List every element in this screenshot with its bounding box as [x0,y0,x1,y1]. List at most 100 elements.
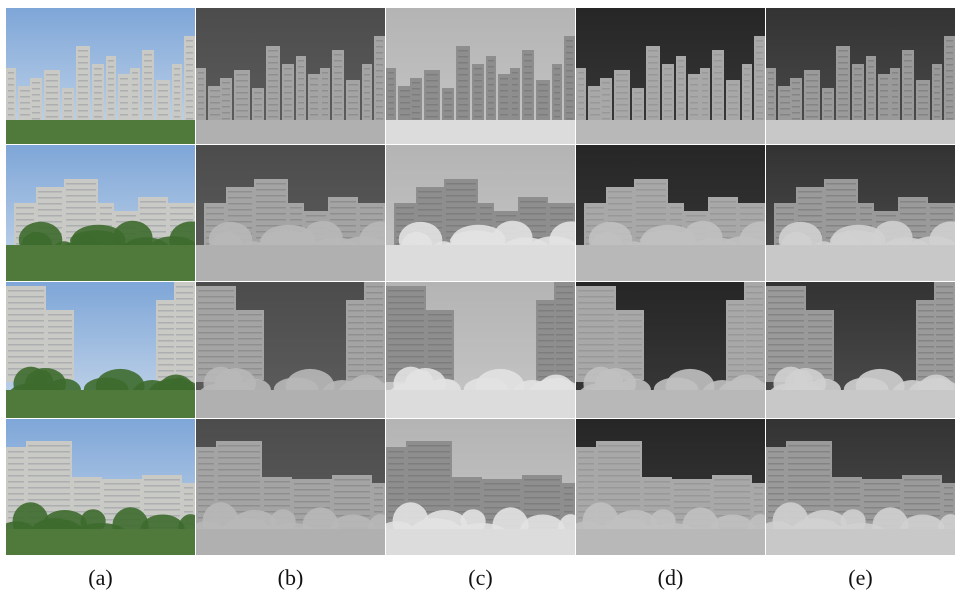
window-row [78,80,88,82]
window-row [578,350,614,352]
window-row [210,90,220,92]
window-row [714,497,750,499]
window-row [512,96,518,98]
window-row [854,74,862,76]
window-row [598,463,640,465]
window-row [454,487,480,489]
window-row [702,84,708,86]
window-row [400,96,410,98]
window-row [636,201,666,203]
window-row [768,102,774,104]
window-row [176,310,193,312]
window-row [480,207,492,209]
window-row [366,346,383,348]
window-row [32,106,40,108]
window-row [564,493,573,495]
window-row [66,189,96,191]
window-row [714,72,722,74]
window-row [746,364,763,366]
window-row [634,116,642,118]
window-row [46,92,58,94]
window-row [108,114,114,116]
window-row [298,66,304,68]
window-row [8,332,44,334]
window-row [198,469,214,471]
window-row [8,108,14,110]
window-row [334,84,342,86]
window-row [602,106,610,108]
window-row [512,102,518,104]
window-row [376,76,383,78]
window-row [674,483,710,485]
window-row [298,78,304,80]
window-row [144,72,152,74]
window-row [670,207,682,209]
window-row [946,118,953,120]
window-row [222,82,230,84]
window-row [934,98,940,100]
window-row [374,499,383,501]
window-row [236,98,248,100]
window-row [648,50,658,52]
window-row [670,213,682,215]
page: (a)(b)(c)(d)(e) (() => { const data = JS… [0,0,956,597]
window-row [388,308,424,310]
window-row [838,110,848,112]
window-row [186,76,193,78]
window-row [78,68,88,70]
caption: (e) [848,565,872,590]
window-row [284,80,292,82]
window-row [728,102,738,104]
window-row [334,54,342,56]
window-row [550,207,573,209]
window-row [824,116,832,118]
window-row [564,499,573,501]
ground [196,390,385,418]
window-row [388,96,394,98]
window-row [74,493,100,495]
window-row [8,290,44,292]
window-row [28,463,70,465]
window-row [198,457,214,459]
window-row [880,78,888,80]
window-row [366,286,383,288]
window-row [388,102,394,104]
window-row [798,209,822,211]
window-row [714,96,722,98]
window-row [524,497,560,499]
window-row [496,215,516,217]
window-row [48,332,72,334]
window-row [792,112,800,114]
window-row [538,114,548,116]
window-row [566,100,573,102]
window-row [64,92,72,94]
window-row [366,358,383,360]
window-row [826,195,856,197]
window-row [648,62,658,64]
image-cell [380,419,583,555]
window-row [376,100,383,102]
window-row [880,114,888,116]
window-row [78,98,88,100]
window-row [792,100,800,102]
window-row [32,94,40,96]
window-row [598,469,640,471]
window-row [868,96,874,98]
window-row [268,74,278,76]
window-row [388,487,404,489]
window-row [578,475,594,477]
window-row [524,114,532,116]
window-row [578,356,614,358]
window-row [554,86,560,88]
window-row [408,499,450,501]
window-row [238,350,262,352]
window-row [38,209,62,211]
window-row [556,346,573,348]
window-row [366,364,383,366]
window-row [412,112,420,114]
window-row [268,86,278,88]
window-row [144,66,152,68]
window-row [334,503,370,505]
window-row [186,106,193,108]
window-row [428,332,452,334]
